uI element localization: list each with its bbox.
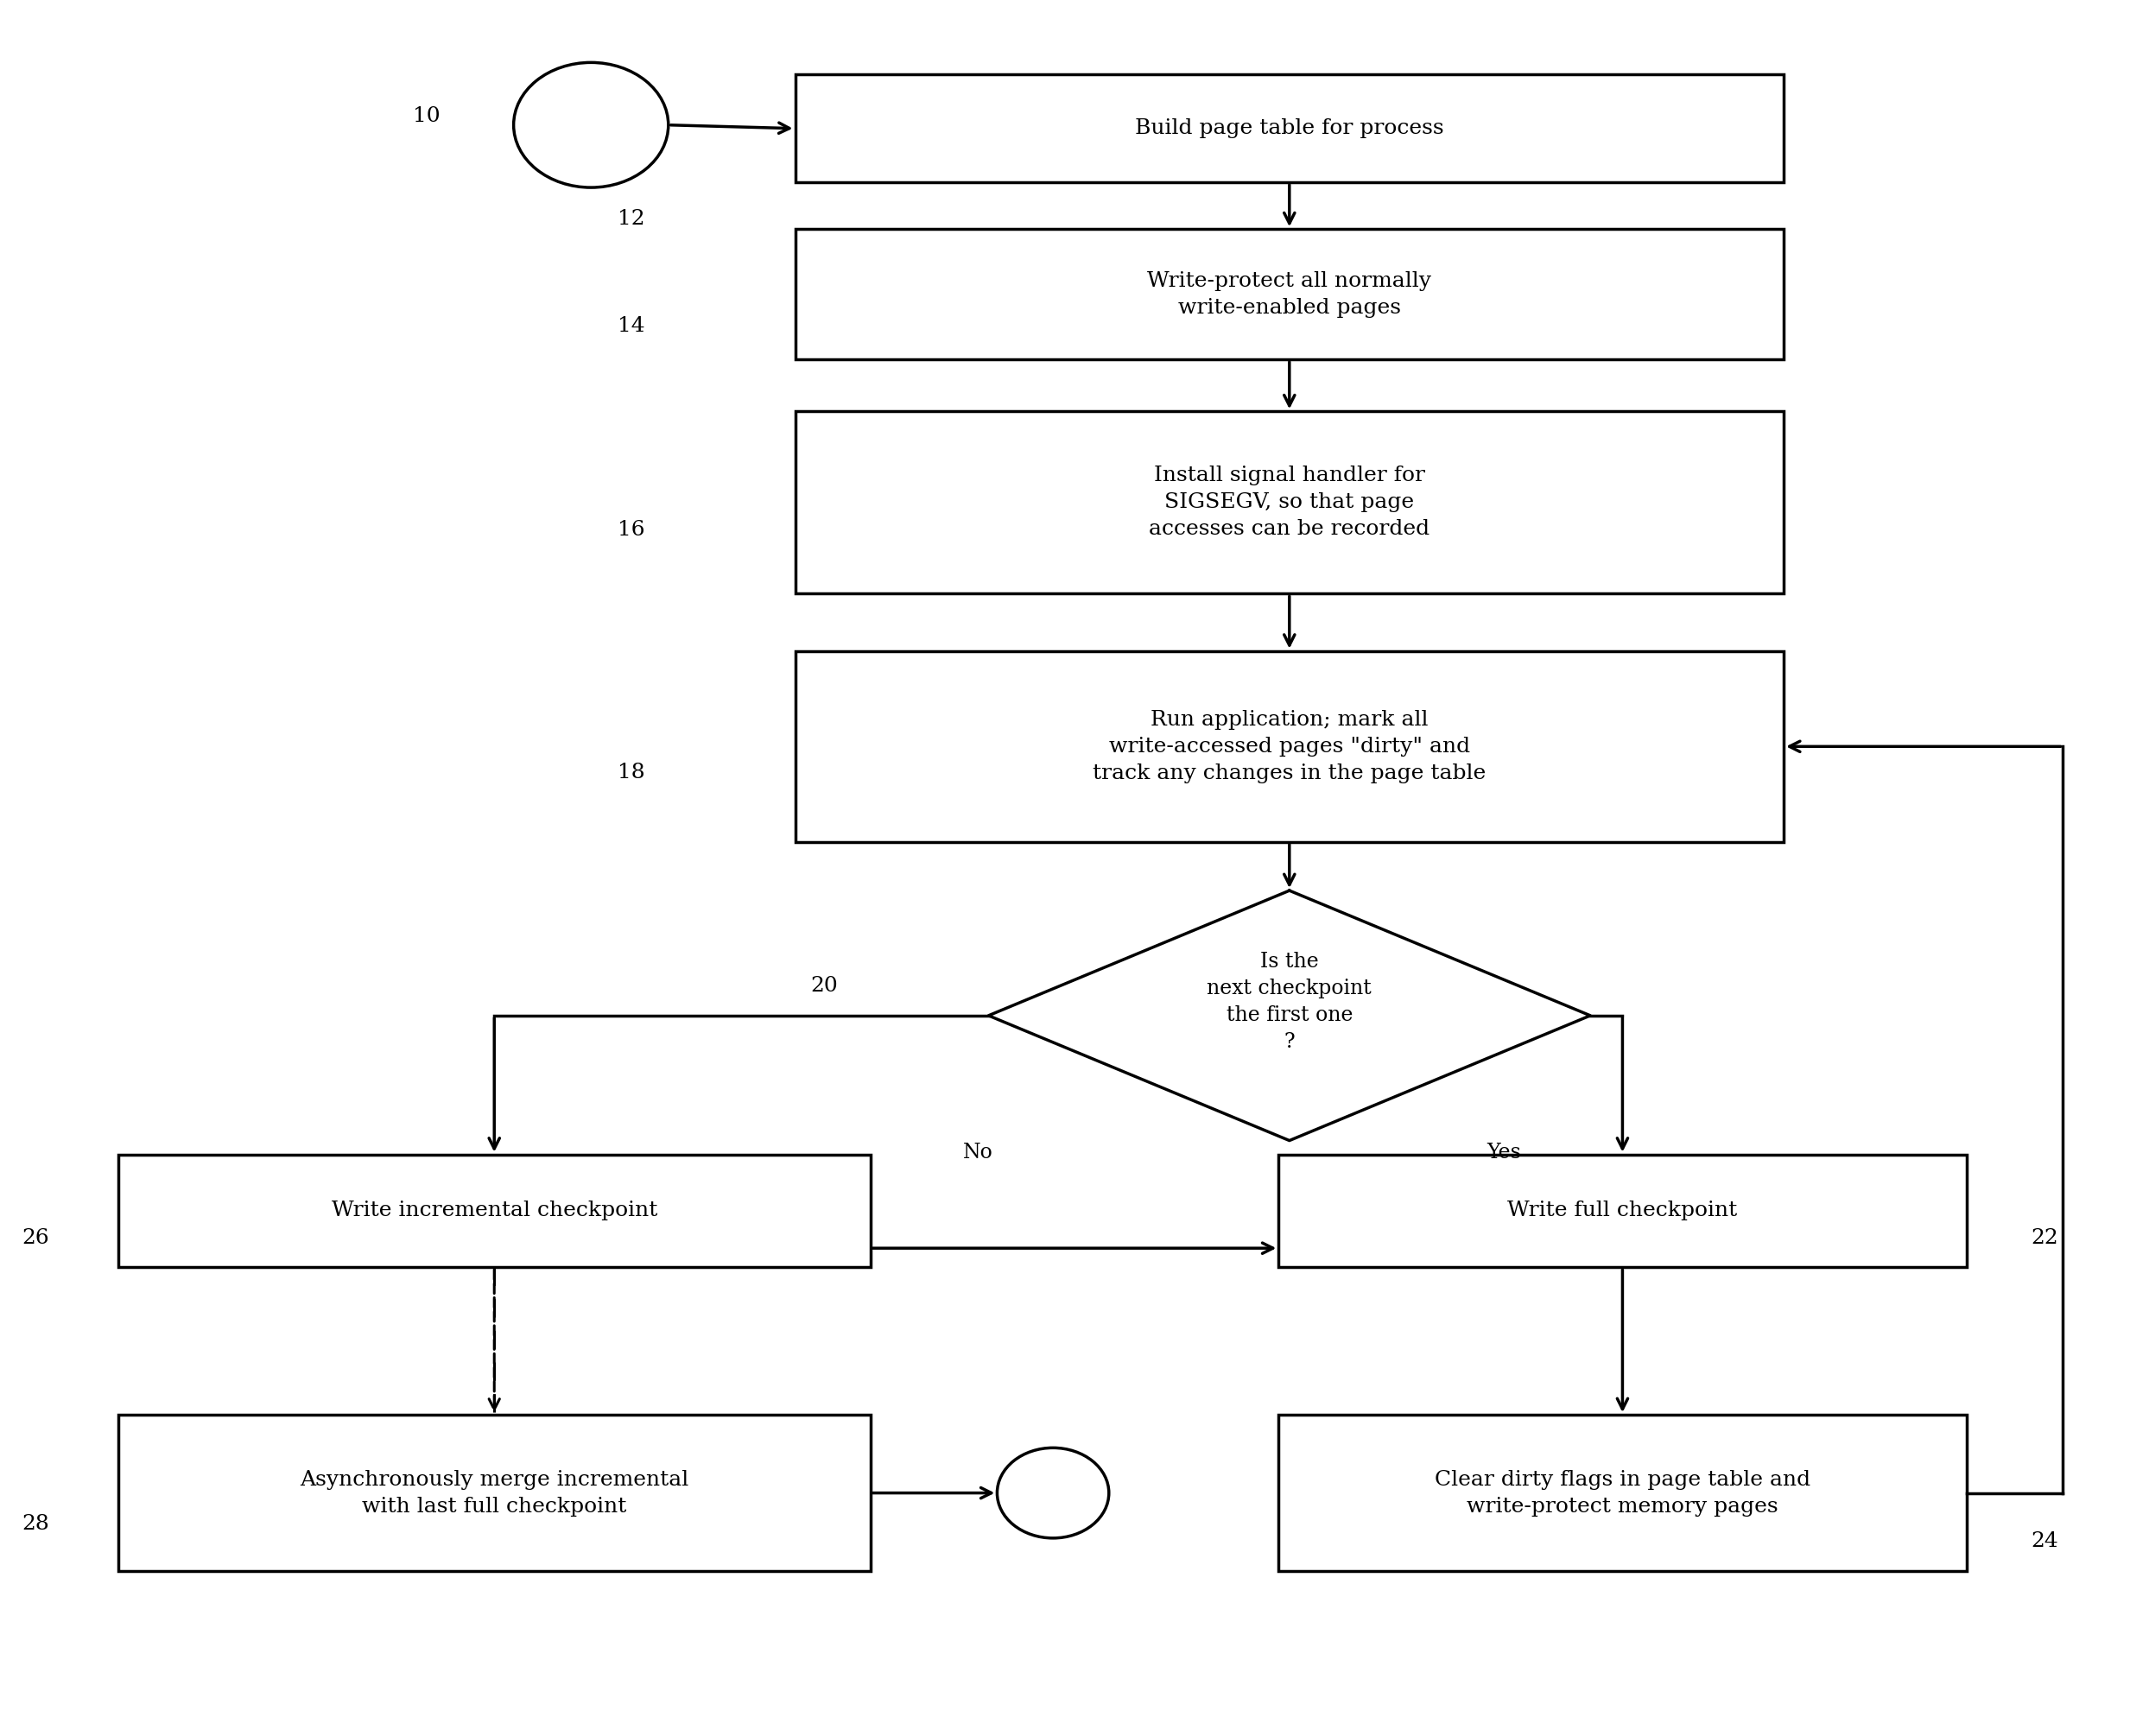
Polygon shape [989, 891, 1590, 1141]
Text: 14: 14 [617, 316, 645, 337]
Text: 22: 22 [2031, 1227, 2059, 1248]
Text: Build page table for process: Build page table for process [1135, 118, 1444, 139]
Text: No: No [963, 1142, 993, 1163]
Text: 24: 24 [2031, 1531, 2059, 1552]
Text: 26: 26 [21, 1227, 49, 1248]
Text: 28: 28 [21, 1514, 49, 1535]
Text: 18: 18 [617, 762, 645, 783]
Text: Yes: Yes [1487, 1142, 1521, 1163]
Bar [118, 1415, 870, 1571]
Text: Write incremental checkpoint: Write incremental checkpoint [331, 1201, 658, 1220]
Text: 16: 16 [617, 519, 645, 540]
Circle shape [514, 62, 668, 187]
Bar [1279, 1154, 1966, 1267]
Bar [795, 411, 1784, 594]
Text: Write-protect all normally
write-enabled pages: Write-protect all normally write-enabled… [1148, 271, 1431, 318]
Text: Asynchronously merge incremental
with last full checkpoint: Asynchronously merge incremental with la… [301, 1470, 688, 1516]
Text: Write full checkpoint: Write full checkpoint [1506, 1201, 1739, 1220]
Text: 20: 20 [810, 976, 838, 996]
Bar [795, 75, 1784, 182]
Bar [795, 651, 1784, 842]
Text: Clear dirty flags in page table and
write-protect memory pages: Clear dirty flags in page table and writ… [1436, 1470, 1809, 1516]
Bar [1279, 1415, 1966, 1571]
Bar [795, 229, 1784, 359]
Text: Is the
next checkpoint
the first one
?: Is the next checkpoint the first one ? [1208, 951, 1371, 1052]
Text: Run application; mark all
write-accessed pages "dirty" and
track any changes in : Run application; mark all write-accessed… [1094, 710, 1485, 783]
Text: Install signal handler for
SIGSEGV, so that page
accesses can be recorded: Install signal handler for SIGSEGV, so t… [1150, 465, 1429, 540]
Text: 12: 12 [617, 208, 645, 229]
Text: 10: 10 [413, 106, 441, 127]
Circle shape [997, 1448, 1109, 1538]
Bar [118, 1154, 870, 1267]
